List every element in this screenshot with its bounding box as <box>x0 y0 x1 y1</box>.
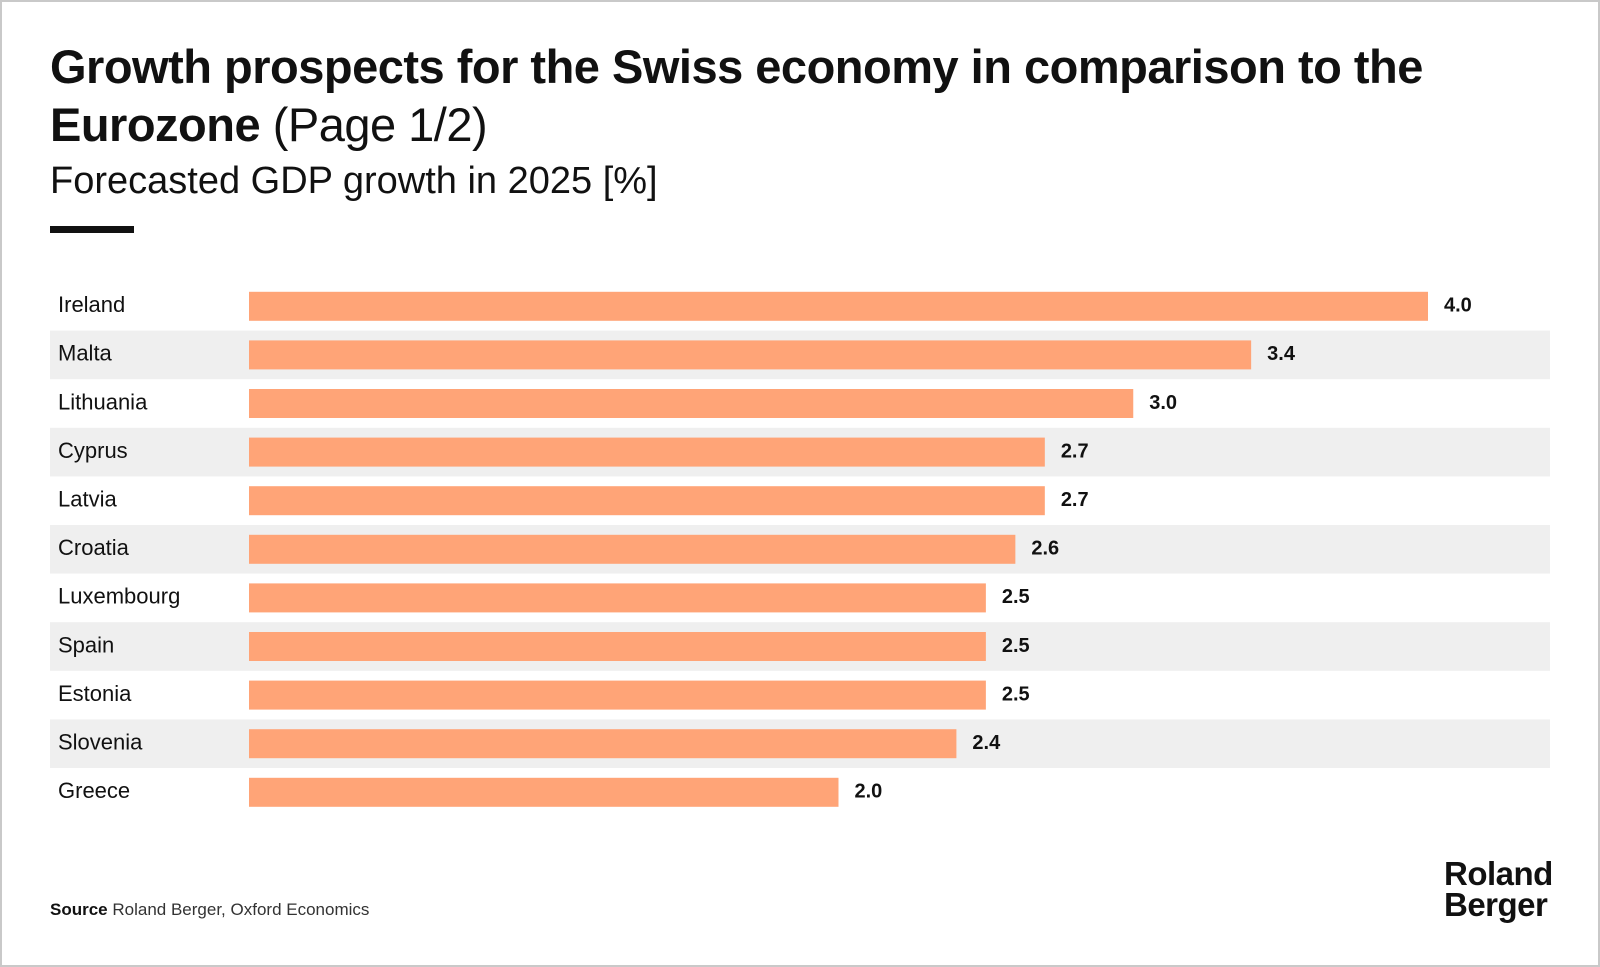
category-label-ireland: Ireland <box>58 292 125 317</box>
logo-line-1: Roland <box>1444 855 1553 892</box>
bar-estonia <box>249 680 986 710</box>
bar-slovenia <box>249 729 957 759</box>
bar-cyprus <box>249 437 1045 467</box>
logo-line-2: Berger <box>1444 886 1548 923</box>
source-label: Source <box>50 900 108 919</box>
category-label-cyprus: Cyprus <box>58 438 128 463</box>
value-label-luxembourg: 2.5 <box>1002 586 1030 608</box>
bar-malta <box>249 340 1252 370</box>
value-label-slovenia: 2.4 <box>972 732 1001 754</box>
bar-croatia <box>249 534 1016 564</box>
bar-latvia <box>249 486 1045 516</box>
value-label-croatia: 2.6 <box>1031 538 1059 560</box>
chart-title: Growth prospects for the Swiss economy i… <box>50 38 1430 154</box>
chart-title-page-indicator: (Page 1/2) <box>272 98 488 151</box>
chart-subtitle: Forecasted GDP growth in 2025 [%] <box>50 160 658 202</box>
bar-spain <box>249 632 986 661</box>
value-label-lithuania: 3.0 <box>1149 392 1177 414</box>
category-label-lithuania: Lithuania <box>58 389 148 414</box>
value-label-spain: 2.5 <box>1002 635 1030 657</box>
category-label-croatia: Croatia <box>58 535 130 560</box>
bar-luxembourg <box>249 583 986 613</box>
source-note: Source Roland Berger, Oxford Economics <box>50 900 369 920</box>
title-underline-rule <box>50 226 134 233</box>
chart-title-main: Growth prospects for the Swiss economy i… <box>50 40 1423 151</box>
value-label-ireland: 4.0 <box>1444 295 1472 317</box>
value-label-latvia: 2.7 <box>1061 489 1089 511</box>
value-label-malta: 3.4 <box>1267 343 1296 365</box>
source-text: Roland Berger, Oxford Economics <box>112 900 370 919</box>
bar-greece <box>249 777 839 807</box>
category-label-latvia: Latvia <box>58 487 117 512</box>
category-label-malta: Malta <box>58 341 113 366</box>
category-label-estonia: Estonia <box>58 681 132 706</box>
category-label-luxembourg: Luxembourg <box>58 584 180 609</box>
value-label-cyprus: 2.7 <box>1061 440 1089 462</box>
category-label-spain: Spain <box>58 632 114 657</box>
category-label-slovenia: Slovenia <box>58 730 143 755</box>
value-label-greece: 2.0 <box>855 781 883 803</box>
category-label-greece: Greece <box>58 778 130 803</box>
value-label-estonia: 2.5 <box>1002 683 1030 705</box>
bar-ireland <box>249 291 1428 321</box>
roland-berger-logo: Roland Berger <box>1444 855 1553 923</box>
bar-lithuania <box>249 389 1134 418</box>
